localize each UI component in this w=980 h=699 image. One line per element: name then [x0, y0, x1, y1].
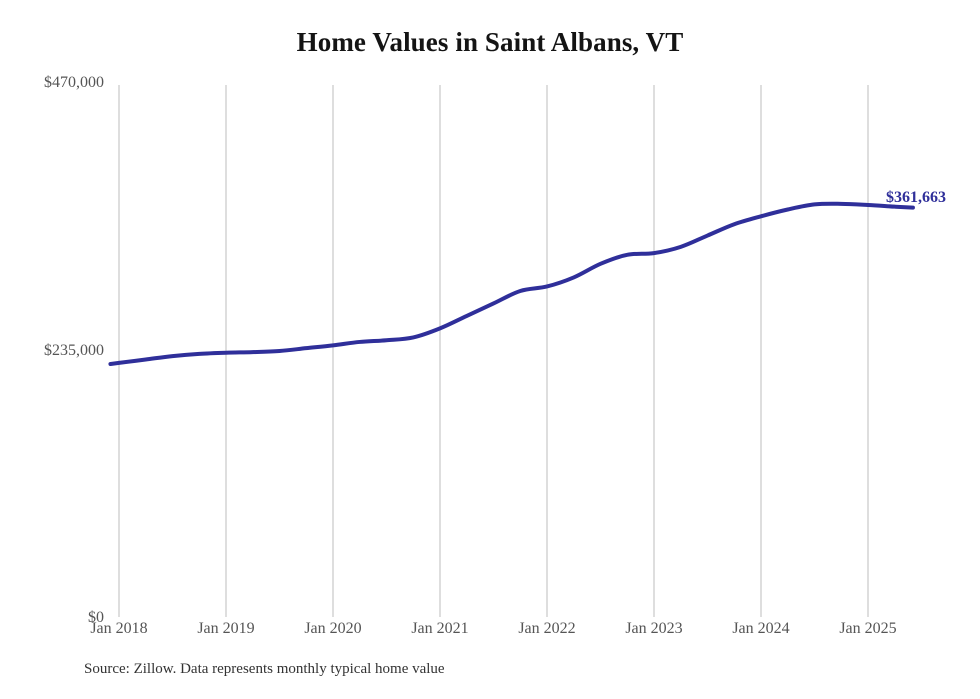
source-note: Source: Zillow. Data represents monthly … [84, 661, 445, 677]
chart-title: Home Values in Saint Albans, VT [296, 27, 684, 57]
x-axis-tick-jan-2024: Jan 2024 [732, 620, 790, 637]
y-axis-tick-bottom: $0 [88, 609, 104, 626]
x-axis-tick-jan-2022: Jan 2022 [518, 620, 576, 637]
x-axis-tick-jan-2019: Jan 2019 [197, 620, 255, 637]
home-value-line [108, 201, 915, 367]
x-axis-tick-jan-2018: Jan 2018 [90, 620, 148, 637]
x-axis-tick-jan-2020: Jan 2020 [304, 620, 362, 637]
x-axis-tick-jan-2025: Jan 2025 [839, 620, 897, 637]
y-axis-tick-middle: $235,000 [44, 342, 104, 359]
y-axis-tick-top: $470,000 [44, 74, 104, 91]
end-value-label: $361,663 [886, 189, 946, 206]
x-axis-tick-jan-2021: Jan 2021 [411, 620, 469, 637]
x-axis-tick-jan-2023: Jan 2023 [625, 620, 683, 637]
